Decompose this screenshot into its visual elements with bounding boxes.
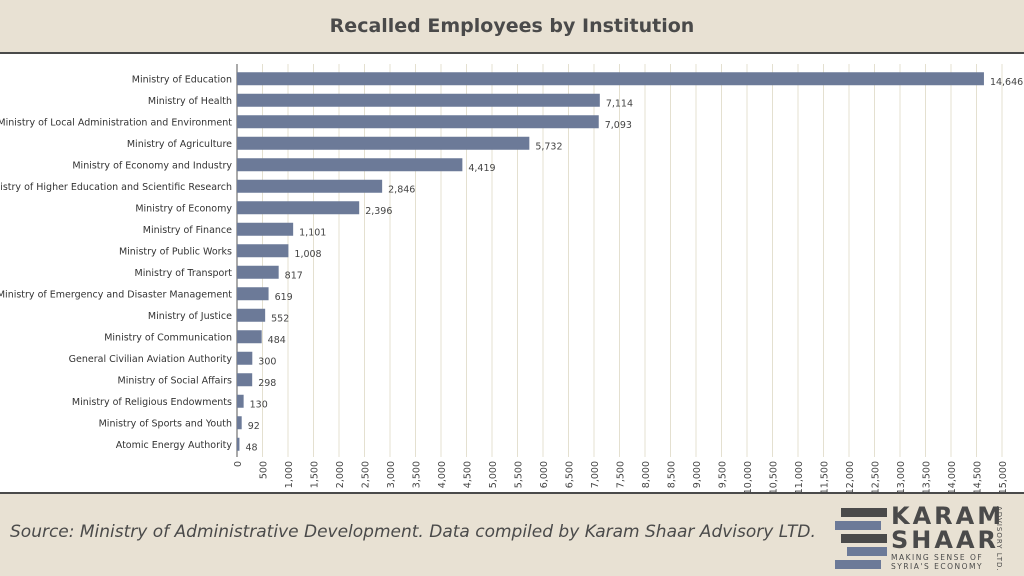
x-tick-label: 6,500 (565, 461, 576, 488)
data-label: 298 (258, 378, 276, 389)
x-tick-label: 10,000 (743, 461, 754, 492)
x-tick-label: 5,500 (514, 461, 525, 488)
data-label: 4,419 (468, 163, 495, 174)
bar (237, 287, 269, 301)
source-note: Source: Ministry of Administrative Devel… (10, 522, 816, 542)
x-tick-label: 13,500 (922, 461, 933, 492)
x-tick-label: 0 (233, 461, 244, 467)
category-label: Ministry of Economy and Industry (72, 160, 232, 171)
category-label: General Civilian Aviation Authority (69, 354, 233, 365)
data-label: 1,101 (299, 227, 326, 238)
bar (237, 394, 244, 408)
bar (237, 201, 360, 215)
category-label: Ministry of Economy (135, 203, 232, 214)
data-label: 552 (271, 313, 289, 324)
bar (237, 351, 253, 365)
x-tick-label: 12,000 (845, 461, 856, 492)
x-tick-label: 11,500 (820, 461, 831, 492)
data-label: 7,093 (605, 120, 632, 131)
x-tick-label: 7,000 (590, 461, 601, 488)
chart-title: Recalled Employees by Institution (329, 15, 695, 37)
category-label: Ministry of Justice (148, 311, 232, 322)
data-label: 92 (248, 421, 260, 432)
x-tick-label: 13,000 (896, 461, 907, 492)
bar-chart: 0 500 1,000 1,500 2,000 2,500 3,000 3,500 4,000 4… (0, 64, 1023, 492)
data-label: 1,008 (294, 249, 321, 260)
x-tick-label: 14,500 (973, 461, 984, 492)
category-label: Ministry of Higher Education and Scienti… (0, 182, 232, 193)
bar (237, 416, 242, 430)
x-tick-label: 4,000 (437, 461, 448, 488)
category-label: Ministry of Social Affairs (118, 375, 232, 386)
bar (237, 115, 599, 129)
category-label: Ministry of Education (132, 74, 232, 85)
category-label: Ministry of Health (148, 96, 232, 107)
category-label: Ministry of Sports and Youth (99, 418, 232, 429)
x-tick-label: 8,500 (667, 461, 678, 488)
x-tick-label: 8,000 (641, 461, 652, 488)
data-label: 817 (285, 270, 303, 281)
x-tick-label: 9,000 (692, 461, 703, 488)
x-tick-label: 5,000 (488, 461, 499, 488)
company-logo: KARAM SHAAR MAKING SENSE OF SYRIA'S ECON… (835, 500, 1020, 572)
data-label: 7,114 (606, 98, 633, 109)
logo-tagline-1: MAKING SENSE OF (891, 553, 984, 562)
footer: Source: Ministry of Administrative Devel… (0, 494, 1024, 576)
x-tick-label: 14,000 (947, 461, 958, 492)
data-label: 14,646 (990, 77, 1023, 88)
category-label: Ministry of Finance (143, 225, 232, 236)
bar (237, 437, 240, 451)
category-label: Ministry of Religious Endowments (72, 397, 232, 408)
x-tick-label: 11,000 (794, 461, 805, 492)
x-tick-label: 3,000 (386, 461, 397, 488)
category-label: Ministry of Local Administration and Env… (0, 117, 232, 128)
plot-panel: 0 500 1,000 1,500 2,000 2,500 3,000 3,500 4,000 4… (0, 54, 1024, 494)
category-label: Ministry of Agriculture (127, 139, 232, 150)
category-label: Ministry of Transport (135, 268, 233, 279)
x-tick-label: 2,500 (361, 461, 372, 488)
bar (237, 136, 530, 150)
bar (237, 72, 984, 86)
category-label: Ministry of Public Works (119, 246, 232, 257)
x-tick-label: 10,500 (769, 461, 780, 492)
bar (237, 222, 294, 236)
x-tick-label: 1,500 (310, 461, 321, 488)
x-tick-label: 3,500 (412, 461, 423, 488)
bar (237, 265, 279, 279)
category-label: Ministry of Communication (104, 332, 232, 343)
bar (237, 308, 266, 322)
x-tick-label: 6,000 (539, 461, 550, 488)
logo-tagline-2: SYRIA'S ECONOMY (891, 562, 984, 571)
logo-word-1: KARAM (891, 502, 1005, 530)
data-label: 2,396 (365, 206, 392, 217)
bar (237, 373, 253, 387)
category-label: Ministry of Emergency and Disaster Manag… (0, 289, 232, 300)
x-tick-label: 4,500 (463, 461, 474, 488)
x-tick-label: 500 (259, 461, 270, 479)
logo-mark-icon (835, 506, 887, 569)
bar (237, 93, 600, 107)
data-label: 48 (245, 442, 257, 453)
header: Recalled Employees by Institution (0, 0, 1024, 54)
data-label: 130 (250, 399, 268, 410)
data-label: 2,846 (388, 184, 415, 195)
x-tick-label: 1,000 (284, 461, 295, 488)
data-label: 300 (258, 356, 276, 367)
x-tick-label: 9,500 (718, 461, 729, 488)
data-label: 5,732 (535, 141, 562, 152)
x-tick-label: 12,500 (871, 461, 882, 492)
x-tick-label: 7,500 (616, 461, 627, 488)
bar (237, 244, 289, 258)
bar (237, 179, 383, 193)
logo-side-text: ADVISORY LTD. (995, 506, 1003, 572)
category-label: Atomic Energy Authority (116, 440, 233, 451)
bar (237, 330, 262, 344)
logo-word-2: SHAAR (891, 526, 999, 554)
x-tick-label: 2,000 (335, 461, 346, 488)
data-label: 619 (275, 292, 293, 303)
x-tick-label: 15,000 (998, 461, 1009, 492)
bar (237, 158, 463, 172)
data-label: 484 (268, 335, 286, 346)
